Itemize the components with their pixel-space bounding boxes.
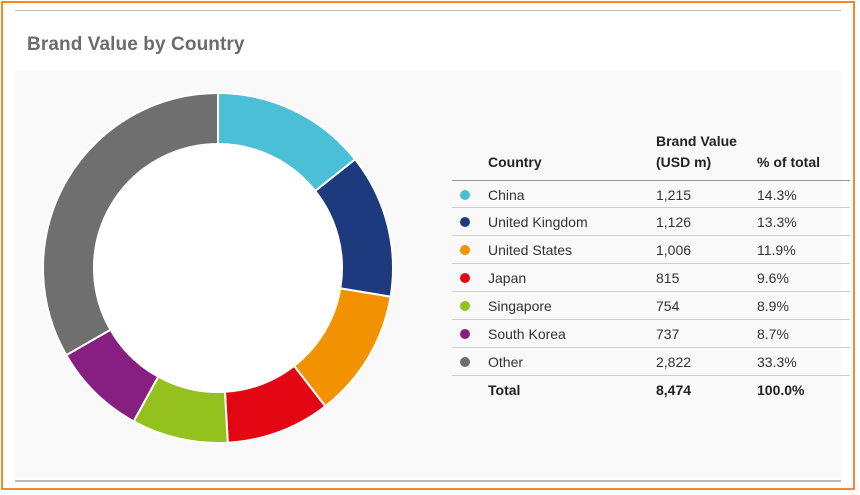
- top-divider: [15, 10, 841, 11]
- country-cell: Other: [488, 354, 524, 370]
- value-cell: 754: [656, 298, 680, 314]
- country-cell: China: [488, 187, 525, 203]
- country-cell: United States: [488, 242, 573, 258]
- legend-dot-icon: [460, 217, 470, 227]
- percent-cell: 11.9%: [757, 242, 796, 258]
- header-brand-value-unit: (USD m): [656, 154, 712, 170]
- value-cell: 2,822: [656, 354, 692, 370]
- legend-dot-icon: [460, 190, 470, 200]
- country-cell: Japan: [488, 270, 527, 286]
- table-row: China 1,215 14.3%: [452, 180, 850, 208]
- percent-cell: 13.3%: [757, 214, 797, 230]
- percent-cell: 9.6%: [757, 270, 789, 286]
- percent-cell: 8.9%: [757, 298, 789, 314]
- country-cell: United Kingdom: [488, 214, 588, 230]
- header-percent: % of total: [757, 154, 820, 170]
- bottom-divider: [15, 480, 841, 482]
- percent-cell: 33.3%: [757, 354, 797, 370]
- header-country: Country: [488, 154, 542, 170]
- total-value: 8,474: [656, 382, 692, 398]
- table-row: South Korea 737 8.7%: [452, 320, 850, 348]
- table-row: Japan 815 9.6%: [452, 264, 850, 292]
- legend-dot-icon: [460, 301, 470, 311]
- legend-dot-icon: [460, 273, 470, 283]
- value-cell: 1,006: [656, 242, 692, 258]
- table-row: Other 2,822 33.3%: [452, 348, 850, 376]
- legend-dot-icon: [460, 329, 470, 339]
- total-label: Total: [488, 382, 521, 398]
- value-cell: 1,215: [656, 187, 692, 203]
- legend-dot-icon: [460, 357, 470, 367]
- legend-dot-icon: [460, 245, 470, 255]
- donut-slice-other: [42, 91, 219, 357]
- donut-chart: [42, 91, 394, 444]
- country-cell: Singapore: [488, 298, 552, 314]
- table-row: United Kingdom 1,126 13.3%: [452, 208, 850, 236]
- table-row: Singapore 754 8.9%: [452, 292, 850, 320]
- table-row: United States 1,006 11.9%: [452, 236, 850, 264]
- chart-title: Brand Value by Country: [27, 34, 245, 55]
- value-cell: 815: [656, 270, 680, 286]
- total-row: Total 8,474 100.0%: [452, 376, 850, 404]
- value-cell: 737: [656, 326, 680, 342]
- percent-cell: 8.7%: [757, 326, 789, 342]
- total-percent: 100.0%: [757, 382, 805, 398]
- header-brand-value: Brand Value: [656, 133, 737, 149]
- country-cell: South Korea: [488, 326, 566, 342]
- value-cell: 1,126: [656, 214, 692, 230]
- donut-hole: [95, 145, 341, 391]
- percent-cell: 14.3%: [757, 187, 797, 203]
